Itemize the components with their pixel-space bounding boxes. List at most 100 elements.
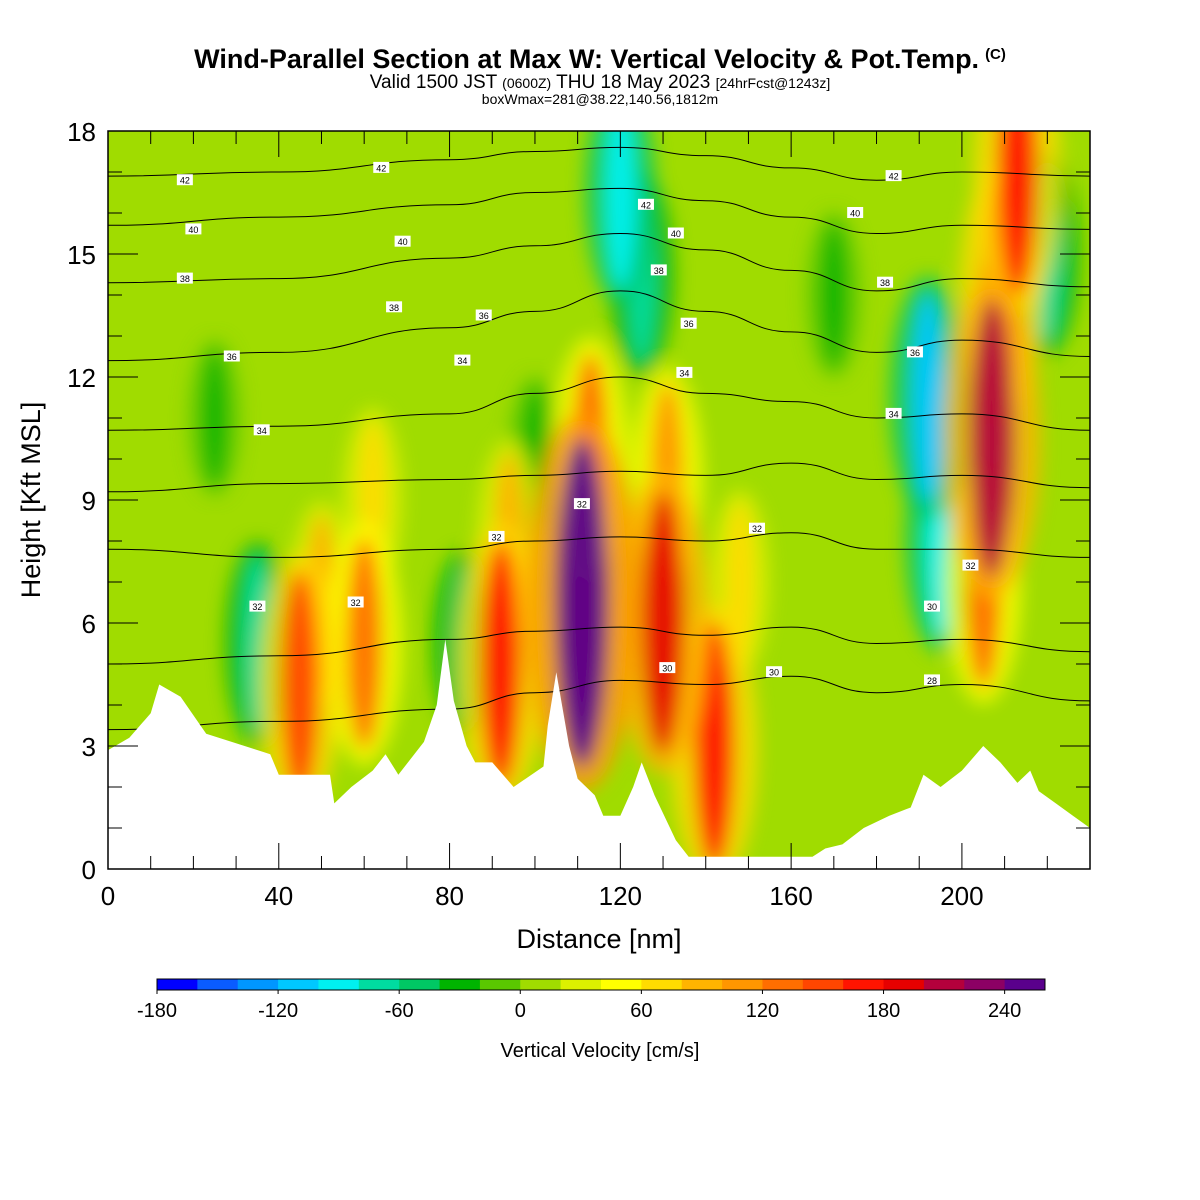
velocity-cell xyxy=(910,291,946,504)
colorbar-tick-label: 180 xyxy=(867,1000,900,1022)
colorbar-swatch xyxy=(479,979,521,990)
contour-label-text: 38 xyxy=(880,278,890,288)
contour-label: 36 xyxy=(475,309,492,321)
colorbar-swatch xyxy=(358,979,400,990)
contour-label-text: 36 xyxy=(910,348,920,358)
contour-label: 40 xyxy=(185,223,202,235)
contour-label-text: 38 xyxy=(389,303,399,313)
colorbar-swatch xyxy=(641,979,683,990)
forecast-info: [24hrFcst@1243z] xyxy=(715,75,831,91)
contour-label: 32 xyxy=(748,522,765,534)
contour-label: 42 xyxy=(373,161,390,173)
contour-label-bg xyxy=(676,366,693,378)
valid-utc-time: (0600Z) xyxy=(502,75,552,91)
contour-label-text: 32 xyxy=(577,500,587,510)
contour-label-text: 42 xyxy=(641,200,651,210)
contour-label: 36 xyxy=(680,317,697,329)
velocity-cell xyxy=(821,223,847,367)
y-tick-label: 6 xyxy=(82,609,96,639)
colorbar-swatch xyxy=(237,979,279,990)
contour-label-text: 36 xyxy=(227,352,237,362)
contour-label: 32 xyxy=(573,498,590,510)
y-axis-label: Height [Kft MSL] xyxy=(16,402,46,599)
x-tick-label: 120 xyxy=(599,881,642,911)
contour-label-bg xyxy=(962,559,979,571)
contour-label-text: 36 xyxy=(684,319,694,329)
colorbar-tick-label: -60 xyxy=(385,1000,414,1022)
theta-contour xyxy=(108,532,1090,558)
colorbar-frame xyxy=(156,978,1046,991)
contour-label-bg xyxy=(223,350,240,362)
contour-label: 40 xyxy=(394,235,411,247)
contour-label-bg xyxy=(659,662,676,674)
colorbar-swatch xyxy=(923,979,965,990)
contour-label: 38 xyxy=(877,276,894,288)
contour-label-text: 42 xyxy=(180,176,190,186)
valid-local-time: Valid 1500 JST xyxy=(369,72,497,93)
contour-label-bg xyxy=(885,170,902,182)
theta-contours xyxy=(108,146,1090,731)
velocity-cell xyxy=(997,131,1038,295)
contour-label: 32 xyxy=(488,530,505,542)
contour-label: 30 xyxy=(924,600,941,612)
y-tick-label: 9 xyxy=(82,486,96,516)
contour-label-text: 40 xyxy=(188,225,198,235)
contour-label-bg xyxy=(650,264,667,276)
colorbar-tick-label: 0 xyxy=(515,1000,526,1022)
contour-label-bg xyxy=(906,346,923,358)
contour-label: 38 xyxy=(650,264,667,276)
colorbar-swatch xyxy=(883,979,925,990)
contour-label-text: 38 xyxy=(180,274,190,284)
contour-label-text: 34 xyxy=(889,409,899,419)
contour-label: 38 xyxy=(386,301,403,313)
contour-label: 34 xyxy=(885,407,902,419)
contour-label-bg xyxy=(924,600,941,612)
contour-label-bg xyxy=(386,301,403,313)
colorbar-swatch xyxy=(560,979,602,990)
colorbar-tick-label: 120 xyxy=(746,1000,779,1022)
colorbar-swatch xyxy=(318,979,360,990)
contour-label-text: 42 xyxy=(889,172,899,182)
colorbar-tick-label: -120 xyxy=(258,1000,298,1022)
valid-time-line: Valid 1500 JST (0600Z) THU 18 May 2023 [… xyxy=(0,72,1200,94)
contour-label-text: 40 xyxy=(398,237,408,247)
y-tick-label: 3 xyxy=(82,732,96,762)
terrain-mask xyxy=(108,639,1090,869)
colorbar-tick-label: -180 xyxy=(137,1000,177,1022)
contour-label-text: 28 xyxy=(927,676,937,686)
colorbar: -180 -120 -60 0 60 120 180 240 xyxy=(137,978,1046,1022)
contour-label: 42 xyxy=(885,170,902,182)
contour-label-bg xyxy=(573,498,590,510)
theta-contour xyxy=(108,626,1090,665)
velocity-cell xyxy=(480,541,521,787)
colorbar-swatch xyxy=(802,979,844,990)
contour-label: 40 xyxy=(847,207,864,219)
theta-contour xyxy=(108,232,1090,292)
contour-label: 34 xyxy=(454,354,471,366)
contour-label-text: 30 xyxy=(769,668,779,678)
x-tick-label: 80 xyxy=(435,881,464,911)
contour-label-text: 34 xyxy=(457,356,467,366)
title-main: Wind-Parallel Section at Max W: Vertical… xyxy=(194,44,980,74)
contour-label: 32 xyxy=(962,559,979,571)
contour-label-text: 36 xyxy=(479,311,489,321)
contour-label-text: 42 xyxy=(376,163,386,173)
contour-label-bg xyxy=(373,161,390,173)
velocity-cell xyxy=(281,570,319,799)
colorbar-tick-label: 60 xyxy=(630,1000,652,1022)
velocity-cell xyxy=(202,350,227,486)
colorbar-label: Vertical Velocity [cm/s] xyxy=(501,1040,700,1062)
colorbar-swatch xyxy=(278,979,319,990)
contour-label: 28 xyxy=(924,674,941,686)
contour-label-text: 40 xyxy=(671,229,681,239)
contour-label-bg xyxy=(454,354,471,366)
contour-label: 38 xyxy=(176,272,193,284)
theta-contour xyxy=(108,187,1090,235)
contour-label: 30 xyxy=(766,666,783,678)
contour-label-text: 38 xyxy=(654,266,664,276)
theta-contour xyxy=(108,146,1090,181)
y-tick-label: 15 xyxy=(67,240,96,270)
theta-contour xyxy=(108,675,1090,731)
